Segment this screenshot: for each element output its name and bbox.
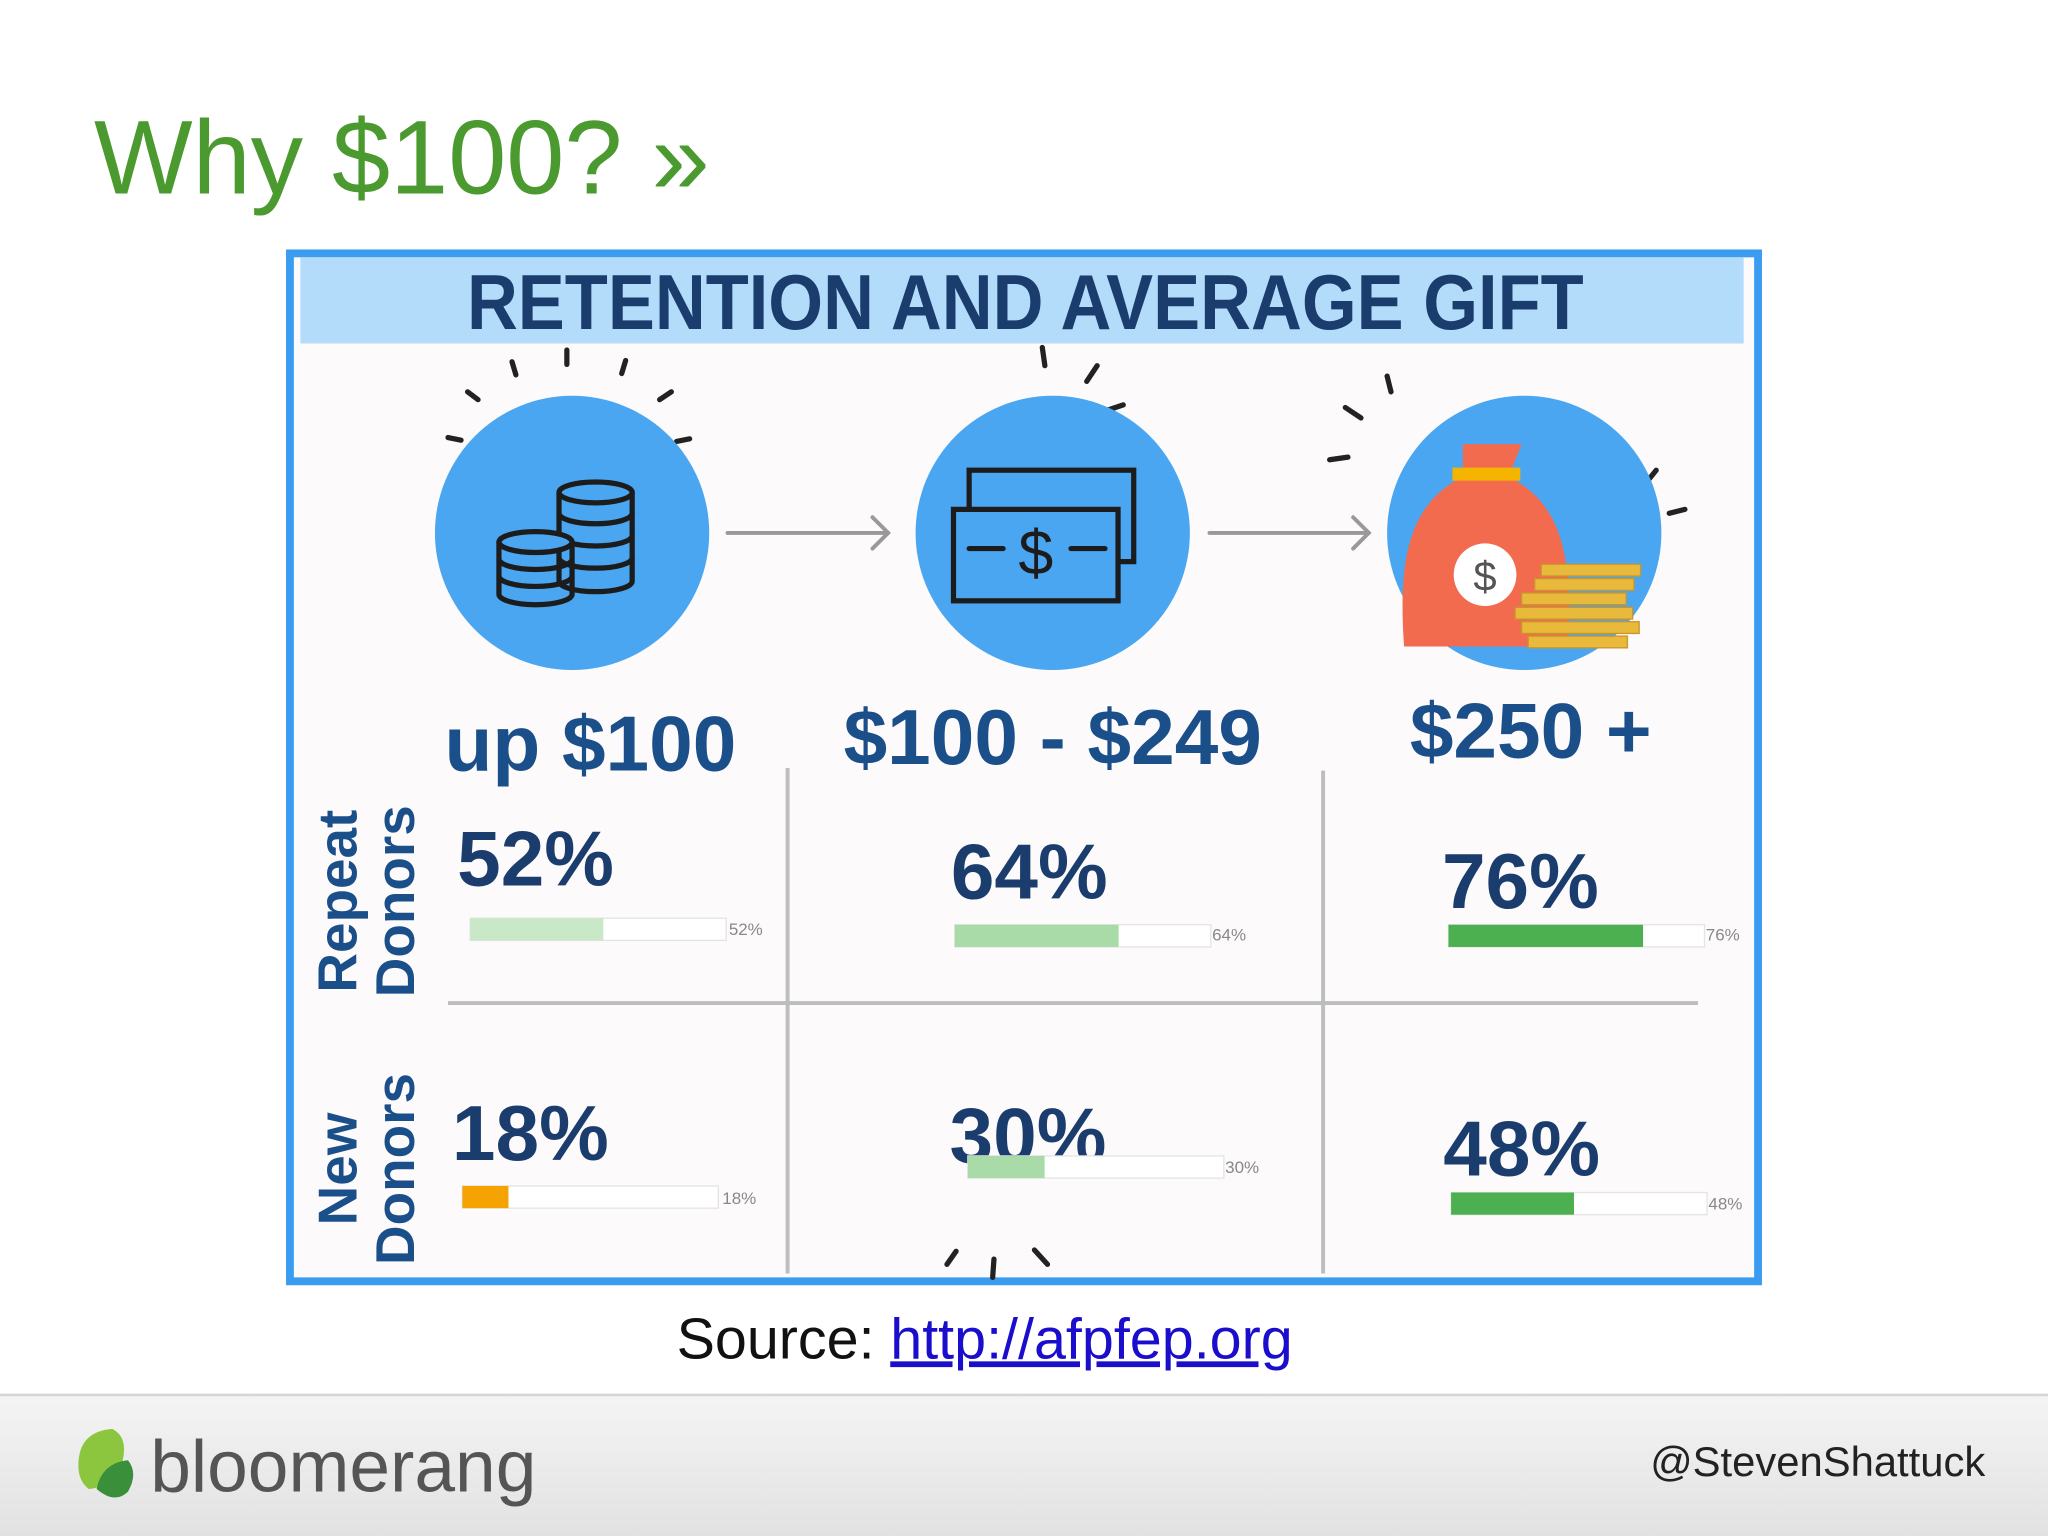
column-heading: $100 - $249: [844, 693, 1262, 781]
bar: [954, 924, 1119, 947]
infographic-title: RETENTION AND AVERAGE GIFT: [467, 258, 1584, 346]
row-label: Repeat: [307, 810, 369, 993]
table-grid: [447, 767, 1698, 1274]
bar-label: 30%: [1225, 1158, 1259, 1177]
row-label: Donors: [364, 805, 426, 997]
logo-mark: [78, 1428, 134, 1498]
row-label: Donors: [364, 1073, 426, 1265]
column-heading: up $100: [444, 700, 736, 788]
header-band: [300, 257, 1744, 344]
svg-text:$: $: [1473, 552, 1496, 599]
cell-value: 18%: [452, 1089, 609, 1177]
bar: [1451, 1192, 1574, 1215]
cell-value: 76%: [1442, 837, 1599, 925]
bar: [470, 918, 604, 941]
bar-label: 52%: [729, 920, 763, 939]
cell-value: 48%: [1443, 1105, 1600, 1193]
bar-label: 76%: [1706, 925, 1740, 944]
cell-value: 64%: [951, 828, 1108, 916]
footer: [0, 1394, 2048, 1536]
svg-text:$: $: [1018, 519, 1053, 589]
source-link[interactable]: http://afpfep.org: [890, 1307, 1292, 1371]
source-prefix: Source:: [677, 1307, 875, 1371]
bar: [1448, 924, 1644, 947]
bar-label: 48%: [1708, 1194, 1742, 1213]
icons: $ $: [434, 344, 1688, 1280]
row-label: New: [307, 1112, 369, 1225]
logo-text: bloomerang: [150, 1427, 536, 1508]
slide-title: Why $100? »: [94, 99, 710, 216]
bar-label: 18%: [722, 1189, 756, 1208]
bar: [462, 1185, 509, 1209]
bar-label: 64%: [1212, 925, 1246, 944]
twitter-handle: @StevenShattuck: [1650, 1438, 1985, 1485]
bar: [967, 1155, 1045, 1179]
source-line: Source: http://afpfep.org: [677, 1307, 1293, 1371]
column-heading: $250 +: [1410, 687, 1652, 775]
cell-value: 52%: [457, 815, 614, 903]
